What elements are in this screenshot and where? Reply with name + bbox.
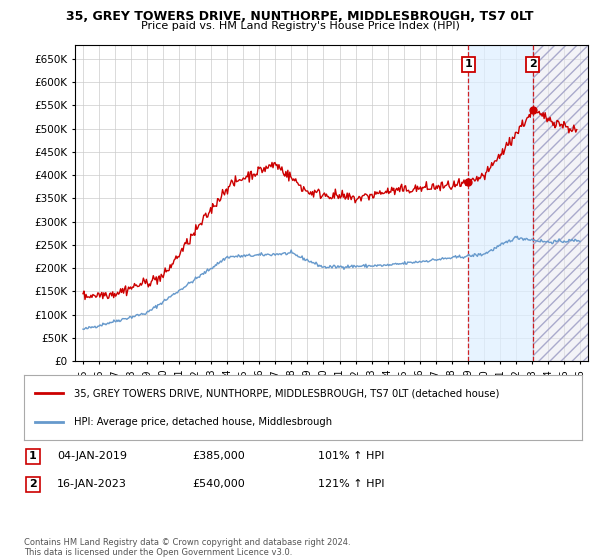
Text: 2: 2 bbox=[529, 59, 536, 69]
Text: 2: 2 bbox=[29, 479, 37, 489]
Text: 1: 1 bbox=[464, 59, 472, 69]
Bar bbox=[469, 45, 533, 361]
Bar bbox=[533, 45, 588, 361]
Text: 35, GREY TOWERS DRIVE, NUNTHORPE, MIDDLESBROUGH, TS7 0LT (detached house): 35, GREY TOWERS DRIVE, NUNTHORPE, MIDDLE… bbox=[74, 388, 500, 398]
Text: 04-JAN-2019: 04-JAN-2019 bbox=[57, 451, 127, 461]
Text: HPI: Average price, detached house, Middlesbrough: HPI: Average price, detached house, Midd… bbox=[74, 417, 332, 427]
Text: £385,000: £385,000 bbox=[192, 451, 245, 461]
Text: 101% ↑ HPI: 101% ↑ HPI bbox=[318, 451, 385, 461]
Text: £540,000: £540,000 bbox=[192, 479, 245, 489]
Text: Price paid vs. HM Land Registry's House Price Index (HPI): Price paid vs. HM Land Registry's House … bbox=[140, 21, 460, 31]
Text: 1: 1 bbox=[29, 451, 37, 461]
Bar bbox=[533, 45, 588, 361]
Text: Contains HM Land Registry data © Crown copyright and database right 2024.
This d: Contains HM Land Registry data © Crown c… bbox=[24, 538, 350, 557]
Text: 121% ↑ HPI: 121% ↑ HPI bbox=[318, 479, 385, 489]
Text: 16-JAN-2023: 16-JAN-2023 bbox=[57, 479, 127, 489]
Text: 35, GREY TOWERS DRIVE, NUNTHORPE, MIDDLESBROUGH, TS7 0LT: 35, GREY TOWERS DRIVE, NUNTHORPE, MIDDLE… bbox=[66, 10, 534, 23]
